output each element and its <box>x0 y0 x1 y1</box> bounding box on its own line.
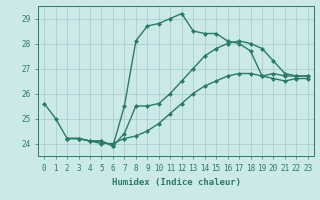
X-axis label: Humidex (Indice chaleur): Humidex (Indice chaleur) <box>111 178 241 187</box>
